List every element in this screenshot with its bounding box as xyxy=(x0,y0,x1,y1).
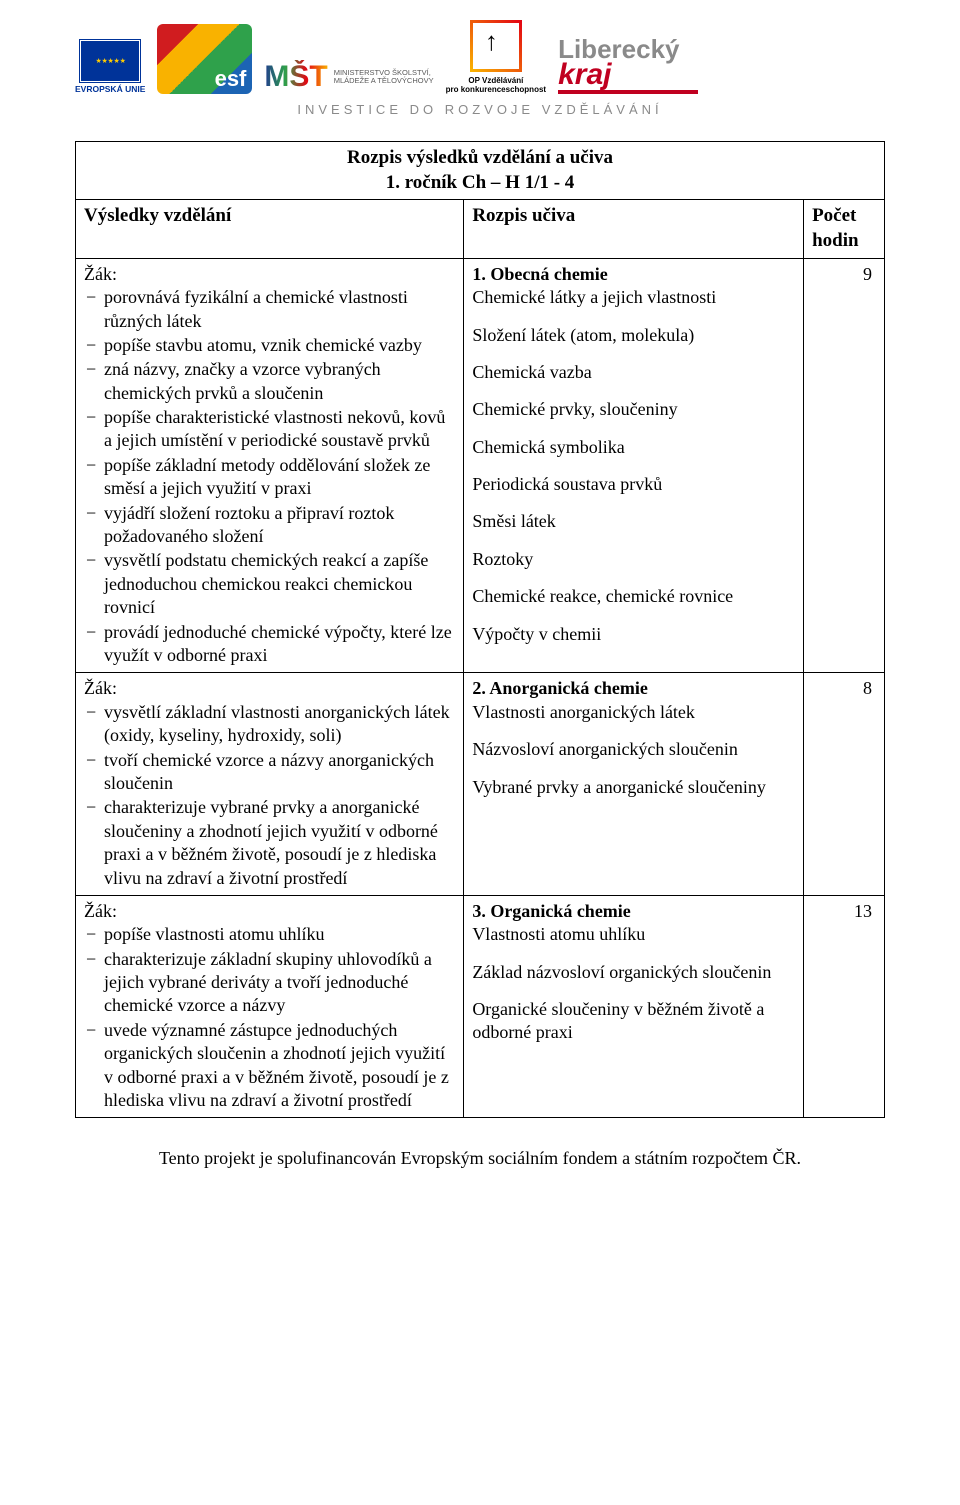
topic-item: Chemické látky a jejich vlastnosti xyxy=(472,286,795,309)
eu-flag-icon xyxy=(80,40,140,82)
outcome-item: popíše vlastnosti atomu uhlíku xyxy=(104,923,455,946)
topic-item: Periodická soustava prvků xyxy=(472,473,795,496)
outcomes-cell: Žák:popíše vlastnosti atomu uhlíkucharak… xyxy=(76,895,464,1118)
header-hours: Počet hodin xyxy=(804,200,885,258)
outcome-item: zná názvy, značky a vzorce vybraných che… xyxy=(104,358,455,405)
tagline: INVESTICE DO ROZVOJE VZDĚLÁVÁNÍ xyxy=(75,102,885,117)
topic-item: Složení látek (atom, molekula) xyxy=(472,324,795,347)
topic-title: 2. Anorganická chemie xyxy=(472,677,795,700)
table-row: Žák:porovnává fyzikální a chemické vlast… xyxy=(76,258,885,673)
outcome-item: tvoří chemické vzorce a názvy anorganick… xyxy=(104,749,455,796)
outcomes-list: porovnává fyzikální a chemické vlastnost… xyxy=(86,286,455,667)
msmt-text: MINISTERSTVO ŠKOLSTVÍ, MLÁDEŽE A TĚLOVÝC… xyxy=(334,69,434,86)
msmt-logo: MŠT MINISTERSTVO ŠKOLSTVÍ, MLÁDEŽE A TĚL… xyxy=(264,60,433,94)
topics-cell: 2. Anorganická chemieVlastnosti anorgani… xyxy=(464,673,804,896)
table-title-1: Rozpis výsledků vzdělání a učiva xyxy=(84,146,876,171)
outcome-item: uvede významné zástupce jednoduchých org… xyxy=(104,1019,455,1113)
op-logo: OP Vzdělávání pro konkurenceschopnost xyxy=(446,20,546,94)
hours-cell: 8 xyxy=(804,673,885,896)
student-label: Žák: xyxy=(84,677,455,700)
outcome-item: vyjádří složení roztoku a připraví rozto… xyxy=(104,502,455,549)
op-text: OP Vzdělávání pro konkurenceschopnost xyxy=(446,76,546,94)
kraj-underline-icon xyxy=(558,90,698,94)
table-title-2: 1. ročník Ch – H 1/1 - 4 xyxy=(84,171,876,196)
esf-logo-icon xyxy=(157,24,252,94)
topic-item: Základ názvosloví organických sloučenin xyxy=(472,961,795,984)
curriculum-table: Rozpis výsledků vzdělání a učiva 1. ročn… xyxy=(75,141,885,1118)
topic-item: Roztoky xyxy=(472,548,795,571)
footer-text: Tento projekt je spolufinancován Evropsk… xyxy=(75,1148,885,1169)
outcome-item: vysvětlí základní vlastnosti anorganický… xyxy=(104,701,455,748)
topic-item: Vybrané prvky a anorganické sloučeniny xyxy=(472,776,795,799)
outcomes-list: vysvětlí základní vlastnosti anorganický… xyxy=(86,701,455,890)
outcomes-cell: Žák:vysvětlí základní vlastnosti anorgan… xyxy=(76,673,464,896)
topic-item: Vlastnosti atomu uhlíku xyxy=(472,923,795,946)
outcome-item: charakterizuje vybrané prvky a anorganic… xyxy=(104,796,455,890)
msmt-glyph-icon: MŠT xyxy=(264,60,327,94)
kraj-bot-text: kraj xyxy=(558,61,698,88)
topic-item: Směsi látek xyxy=(472,510,795,533)
topic-item: Názvosloví anorganických sloučenin xyxy=(472,738,795,761)
logo-strip: EVROPSKÁ UNIE MŠT MINISTERSTVO ŠKOLSTVÍ,… xyxy=(75,20,885,94)
op-square-icon xyxy=(470,20,522,72)
topics-cell: 3. Organická chemieVlastnosti atomu uhlí… xyxy=(464,895,804,1118)
hours-cell: 9 xyxy=(804,258,885,673)
topic-title: 3. Organická chemie xyxy=(472,900,795,923)
outcome-item: popíše charakteristické vlastnosti nekov… xyxy=(104,406,455,453)
header-results: Výsledky vzdělání xyxy=(76,200,464,258)
topic-item: Chemické prvky, sloučeniny xyxy=(472,398,795,421)
eu-logo: EVROPSKÁ UNIE xyxy=(75,40,145,94)
student-label: Žák: xyxy=(84,900,455,923)
table-title-row: Rozpis výsledků vzdělání a učiva 1. ročn… xyxy=(76,142,885,200)
outcomes-list: popíše vlastnosti atomu uhlíkucharakteri… xyxy=(86,923,455,1112)
outcome-item: charakterizuje základní skupiny uhlovodí… xyxy=(104,948,455,1018)
topic-title: 1. Obecná chemie xyxy=(472,263,795,286)
topic-item: Chemická vazba xyxy=(472,361,795,384)
eu-label: EVROPSKÁ UNIE xyxy=(75,84,145,94)
outcome-item: vysvětlí podstatu chemických reakcí a za… xyxy=(104,549,455,619)
outcome-item: provádí jednoduché chemické výpočty, kte… xyxy=(104,621,455,668)
table-row: Žák:vysvětlí základní vlastnosti anorgan… xyxy=(76,673,885,896)
table-row: Žák:popíše vlastnosti atomu uhlíkucharak… xyxy=(76,895,885,1118)
outcome-item: popíše stavbu atomu, vznik chemické vazb… xyxy=(104,334,455,357)
topic-item: Chemická symbolika xyxy=(472,436,795,459)
kraj-logo: Liberecký kraj xyxy=(558,38,698,94)
topic-item: Vlastnosti anorganických látek xyxy=(472,701,795,724)
topic-item: Chemické reakce, chemické rovnice xyxy=(472,585,795,608)
student-label: Žák: xyxy=(84,263,455,286)
outcome-item: porovnává fyzikální a chemické vlastnost… xyxy=(104,286,455,333)
outcomes-cell: Žák:porovnává fyzikální a chemické vlast… xyxy=(76,258,464,673)
topics-cell: 1. Obecná chemieChemické látky a jejich … xyxy=(464,258,804,673)
topic-item: Organické sloučeniny v běžném životě a o… xyxy=(472,998,795,1045)
outcome-item: popíše základní metody oddělování složek… xyxy=(104,454,455,501)
hours-cell: 13 xyxy=(804,895,885,1118)
table-header-row: Výsledky vzdělání Rozpis učiva Počet hod… xyxy=(76,200,885,258)
page: EVROPSKÁ UNIE MŠT MINISTERSTVO ŠKOLSTVÍ,… xyxy=(0,0,960,1199)
header-content: Rozpis učiva xyxy=(464,200,804,258)
topic-item: Výpočty v chemii xyxy=(472,623,795,646)
